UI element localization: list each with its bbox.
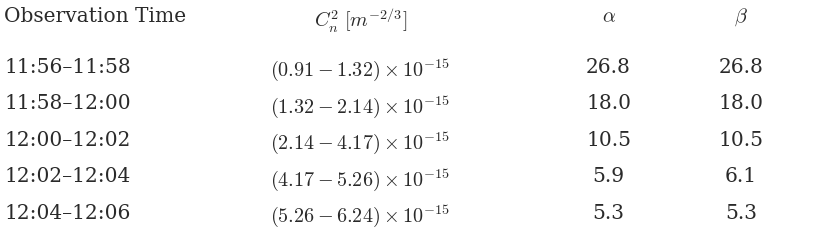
Text: 11:56–11:58: 11:56–11:58 [4,58,131,77]
Text: 18.0: 18.0 [718,94,762,113]
Text: 10.5: 10.5 [718,131,762,150]
Text: Observation Time: Observation Time [4,7,186,26]
Text: $\alpha$: $\alpha$ [601,7,614,26]
Text: $C_n^2 \; [m^{-2/3}]$: $C_n^2 \; [m^{-2/3}]$ [313,7,406,35]
Text: 5.9: 5.9 [592,167,624,186]
Text: $(5.26 - 6.24) \times 10^{-15}$: $(5.26 - 6.24) \times 10^{-15}$ [270,204,450,229]
Text: 26.8: 26.8 [718,58,762,77]
Text: 12:00–12:02: 12:00–12:02 [4,131,131,150]
Text: 18.0: 18.0 [586,94,630,113]
Text: $(2.14 - 4.17) \times 10^{-15}$: $(2.14 - 4.17) \times 10^{-15}$ [270,131,450,156]
Text: 12:02–12:04: 12:02–12:04 [4,167,130,186]
Text: $(1.32 - 2.14) \times 10^{-15}$: $(1.32 - 2.14) \times 10^{-15}$ [270,94,450,120]
Text: 26.8: 26.8 [586,58,630,77]
Text: 10.5: 10.5 [586,131,630,150]
Text: $\beta$: $\beta$ [734,7,747,28]
Text: 11:58–12:00: 11:58–12:00 [4,94,131,113]
Text: 12:04–12:06: 12:04–12:06 [4,204,131,223]
Text: 5.3: 5.3 [724,204,756,223]
Text: 5.3: 5.3 [592,204,624,223]
Text: 6.1: 6.1 [724,167,756,186]
Text: $(0.91 - 1.32) \times 10^{-15}$: $(0.91 - 1.32) \times 10^{-15}$ [270,58,450,83]
Text: $(4.17 - 5.26) \times 10^{-15}$: $(4.17 - 5.26) \times 10^{-15}$ [270,167,450,193]
